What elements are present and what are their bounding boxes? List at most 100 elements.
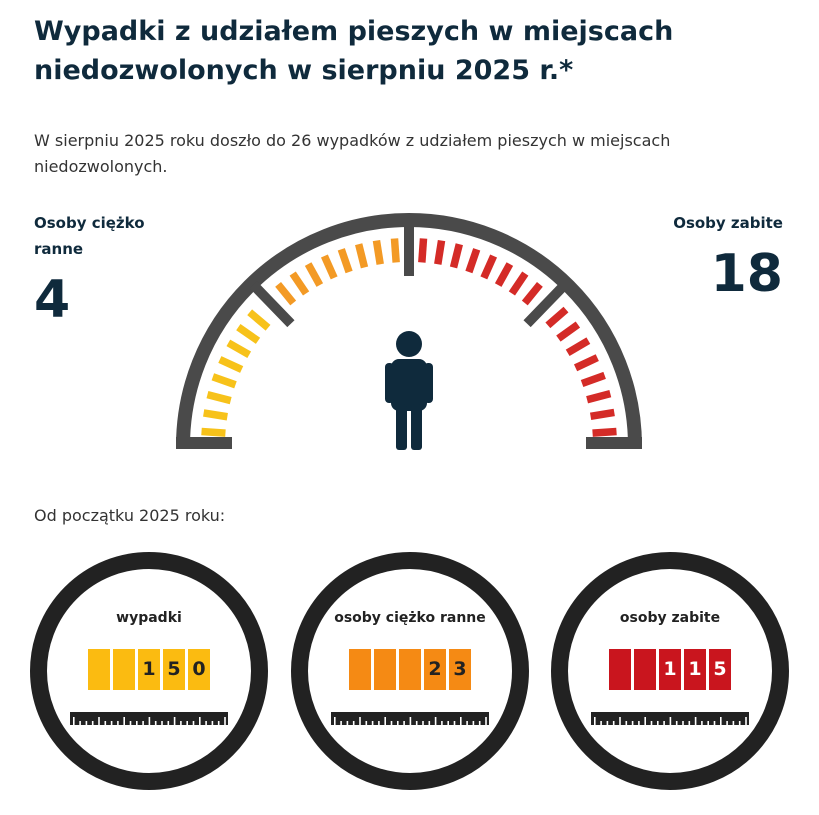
ruler-tick xyxy=(186,721,188,725)
digit: 2 xyxy=(424,649,446,690)
gauge-tick xyxy=(211,373,237,389)
ruler-tick xyxy=(650,721,653,725)
ruler-tick xyxy=(85,721,88,725)
ruler-tick xyxy=(428,721,431,725)
ruler-tick xyxy=(745,717,747,725)
digit xyxy=(399,649,421,690)
page-title: Wypadki z udziałem pieszych w miejscach … xyxy=(34,16,674,86)
digit xyxy=(88,649,110,690)
ruler-tick xyxy=(485,717,487,725)
intro-text: W sierpniu 2025 roku doszło do 26 wypadk… xyxy=(34,131,671,176)
counter-ruler xyxy=(591,712,749,725)
gauge-tick xyxy=(586,390,612,404)
gauge-tick xyxy=(236,324,261,344)
digit: 1 xyxy=(138,649,160,690)
gauge-tick xyxy=(449,243,463,269)
ruler-tick xyxy=(390,721,393,725)
ruler-tick xyxy=(384,717,386,725)
ruler-tick xyxy=(644,717,646,725)
ruler-tick xyxy=(397,721,399,725)
gauge-tick xyxy=(275,281,297,306)
ruler-tick xyxy=(466,721,468,725)
severity-gauge xyxy=(176,213,642,450)
digit: 5 xyxy=(709,649,731,690)
gauge-tick xyxy=(494,262,514,287)
ruler-tick xyxy=(192,721,195,725)
ruler-tick xyxy=(129,721,132,725)
ruler-tick xyxy=(371,721,374,725)
ruler-tick xyxy=(738,721,741,725)
digit: 3 xyxy=(449,649,471,690)
ruler-tick xyxy=(378,721,380,725)
gauge-tick xyxy=(320,254,338,280)
gauge-tick xyxy=(304,262,324,287)
ruler-tick xyxy=(612,721,615,725)
ruler-tick xyxy=(694,717,697,725)
killed-label: Osoby zabite xyxy=(673,214,783,232)
ruler-tick xyxy=(148,717,151,725)
gauge-tick xyxy=(390,238,400,263)
ruler-tick xyxy=(669,717,672,725)
ruler-tick xyxy=(98,717,100,725)
counter-digits: 1 1 5 xyxy=(551,649,789,690)
counter-label: osoby zabite xyxy=(619,610,721,626)
ruler-tick xyxy=(409,717,412,725)
ruler-tick xyxy=(663,721,665,725)
gauge-tick xyxy=(592,427,617,437)
ruler-tick xyxy=(91,721,94,725)
person-icon xyxy=(385,331,433,450)
ruler-tick xyxy=(732,721,735,725)
gauge-tick xyxy=(434,239,446,265)
ruler-tick xyxy=(79,721,81,725)
digit: 5 xyxy=(163,649,185,690)
ruler-tick xyxy=(123,717,125,725)
ruler-tick xyxy=(625,721,628,725)
ruler-tick xyxy=(600,721,602,725)
gauge-ticks xyxy=(201,238,617,437)
ruler-tick xyxy=(161,721,163,725)
gauge-tick xyxy=(565,337,591,357)
ruler-tick xyxy=(707,721,709,725)
ruler-tick xyxy=(173,717,176,725)
ruler-tick xyxy=(403,721,405,725)
gauge-tick xyxy=(508,271,529,296)
ruler-tick xyxy=(346,721,349,725)
ruler-tick xyxy=(117,721,119,725)
ruler-tick xyxy=(180,721,182,725)
gauge-tick xyxy=(418,238,428,263)
gauge-tick xyxy=(573,354,599,372)
counter-killed: osoby zabite 1 1 5 xyxy=(551,552,789,790)
ruler-tick xyxy=(638,721,640,725)
digit: 1 xyxy=(684,649,706,690)
ruler-tick xyxy=(104,721,107,725)
ruler-tick xyxy=(422,721,424,725)
ruler-tick xyxy=(359,717,361,725)
ruler-tick xyxy=(478,721,481,725)
ruler-tick xyxy=(217,721,220,725)
injured-label: Osoby ciężko ranne xyxy=(34,214,145,258)
gauge-tick xyxy=(206,391,232,405)
ruler-tick xyxy=(199,717,201,725)
gauge-outer-arc xyxy=(176,213,642,447)
ruler-tick xyxy=(142,721,144,725)
gauge-tick xyxy=(201,427,226,437)
ruler-tick xyxy=(415,721,418,725)
ruler-tick xyxy=(606,721,609,725)
gauge-tick xyxy=(465,248,481,274)
ruler-tick xyxy=(340,721,342,725)
gauge-tick xyxy=(521,281,543,306)
gauge-tick xyxy=(480,254,498,280)
ruler-tick xyxy=(594,717,596,725)
ruler-tick xyxy=(460,717,462,725)
gauge-tick xyxy=(203,409,228,421)
ruler-tick xyxy=(688,721,691,725)
ruler-tick xyxy=(657,721,659,725)
ruler-tick xyxy=(365,721,368,725)
ruler-tick xyxy=(713,721,716,725)
digit xyxy=(349,649,371,690)
ruler-tick xyxy=(167,721,170,725)
ruler-tick xyxy=(154,721,157,725)
since-start-label: Od początku 2025 roku: xyxy=(34,506,226,525)
gauge-tick xyxy=(580,371,606,388)
ruler-tick xyxy=(682,721,684,725)
